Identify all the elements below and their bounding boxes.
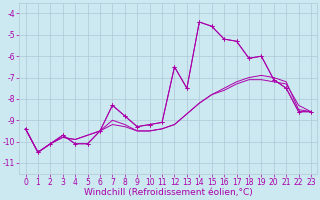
X-axis label: Windchill (Refroidissement éolien,°C): Windchill (Refroidissement éolien,°C) xyxy=(84,188,253,197)
